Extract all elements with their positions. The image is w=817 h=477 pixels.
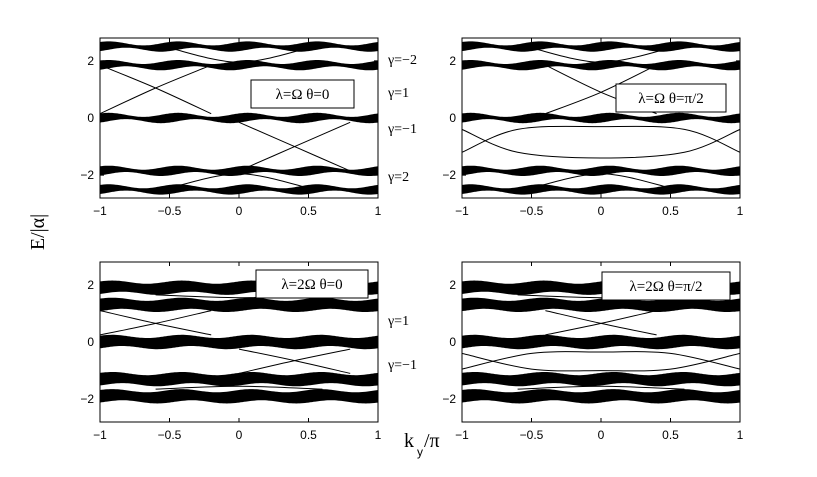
energy-band [100,112,378,124]
annotation-box [615,83,727,113]
y-tick-label: −2 [80,392,94,406]
y-tick-label: 0 [87,111,94,125]
edge-state-line [169,173,309,189]
y-tick-label: −2 [442,168,456,182]
x-axis-label: k y /π [404,430,440,459]
x-tick-label: −0.5 [158,204,182,218]
x-tick-label: 1 [737,204,744,218]
x-tick-label: 1 [375,204,382,218]
gamma-labels-bottom: γ=1 γ=−1 [387,314,417,373]
chart-panel: −1 −0.5 0 0.5 1 2 0 −2 λ=Ω θ=π/2 [442,37,744,218]
x-tick-label: 0.5 [300,204,317,218]
x-tick-label: −0.5 [520,204,544,218]
edge-state-line [462,351,740,370]
energy-band [100,41,378,52]
y-axis-label: E/|α| [27,214,49,250]
energy-band [462,165,740,176]
annotation-box [255,269,369,299]
energy-band [100,389,378,404]
x-tick-label: 1 [737,428,744,442]
edge-state-line [545,310,657,336]
x-axis-label-tail: /π [424,430,440,452]
plot-area [462,41,740,195]
x-tick-label: 0.5 [300,428,317,442]
annotation-label: λ=Ω θ=0 [276,87,330,103]
plot-area [462,280,740,404]
x-tick-label: 0.5 [662,428,679,442]
annotation-label: λ=2Ω θ=π/2 [629,279,702,295]
x-tick-label: 0.5 [662,204,679,218]
x-axis-label-subscript: y [417,445,423,459]
x-tick-label: −1 [455,428,469,442]
edge-state-line [531,47,671,63]
energy-band [462,389,740,404]
x-tick-label: −0.5 [158,428,182,442]
energy-band [100,184,378,195]
energy-band [462,334,740,350]
x-tick-label: −1 [93,204,107,218]
energy-band [100,60,378,71]
annotation-box [250,79,355,109]
gamma-label: γ=−1 [387,122,417,137]
x-tick-label: 0 [598,204,605,218]
energy-band [462,41,740,52]
edge-state-line [462,352,740,372]
chart-panel: −1 −0.5 0 0.5 1 2 0 −2 λ=2Ω θ=π/2 [442,261,744,442]
edge-state-line [169,47,309,63]
energy-band [100,334,378,350]
y-tick-label: 2 [87,54,94,68]
energy-band [462,184,740,195]
edge-state-line [462,125,740,153]
x-tick-label: 1 [375,428,382,442]
annotation-box [601,271,731,301]
x-axis-label-main: k [404,430,414,452]
gamma-label: γ=2 [387,170,409,185]
edge-state-line [462,128,740,159]
energy-band [462,60,740,71]
y-tick-label: −2 [442,392,456,406]
plot-area [100,280,378,404]
edge-state-line [531,173,671,189]
chart-panel: −1 −0.5 0 0.5 1 2 0 −2 λ=2Ω θ=0 [80,261,382,442]
x-tick-label: 0 [236,428,243,442]
gamma-label: γ=1 [387,314,409,329]
y-tick-label: 2 [87,278,94,292]
edge-state-line [238,348,351,374]
x-tick-label: −1 [455,204,469,218]
plot-area [100,41,378,195]
y-tick-label: 0 [87,335,94,349]
gamma-labels-top: γ=−2 γ=1 γ=−1 γ=2 [387,53,417,185]
edge-state-line [155,385,323,390]
panels: −1 −0.5 0 0.5 1 2 0 −2 λ=Ω θ=0 −1 −0.5 0 0.5 1 2 0 −2 λ=Ω… [80,37,744,442]
energy-band [462,112,740,124]
y-tick-label: −2 [80,168,94,182]
y-tick-label: 0 [449,335,456,349]
y-tick-label: 2 [449,54,456,68]
chart-panel: −1 −0.5 0 0.5 1 2 0 −2 λ=Ω θ=0 [80,37,382,218]
energy-band [100,372,378,387]
x-tick-label: −1 [93,428,107,442]
energy-band [462,297,740,312]
x-tick-label: 0 [598,428,605,442]
energy-band [100,297,378,312]
edge-state-line [100,64,212,115]
gamma-label: γ=1 [387,86,409,101]
gamma-label: γ=−1 [387,358,417,373]
annotation-label: λ=2Ω θ=0 [281,277,342,293]
annotation-label: λ=Ω θ=π/2 [638,91,704,107]
edge-state-line [100,310,212,336]
gamma-label: γ=−2 [387,53,417,68]
energy-band [462,372,740,387]
edge-state-line [238,121,351,172]
y-tick-label: 2 [449,278,456,292]
x-tick-label: 0 [236,204,243,218]
y-tick-label: 0 [449,111,456,125]
edge-state-line [517,385,685,390]
x-tick-label: −0.5 [520,428,544,442]
edge-state-line [545,64,657,115]
